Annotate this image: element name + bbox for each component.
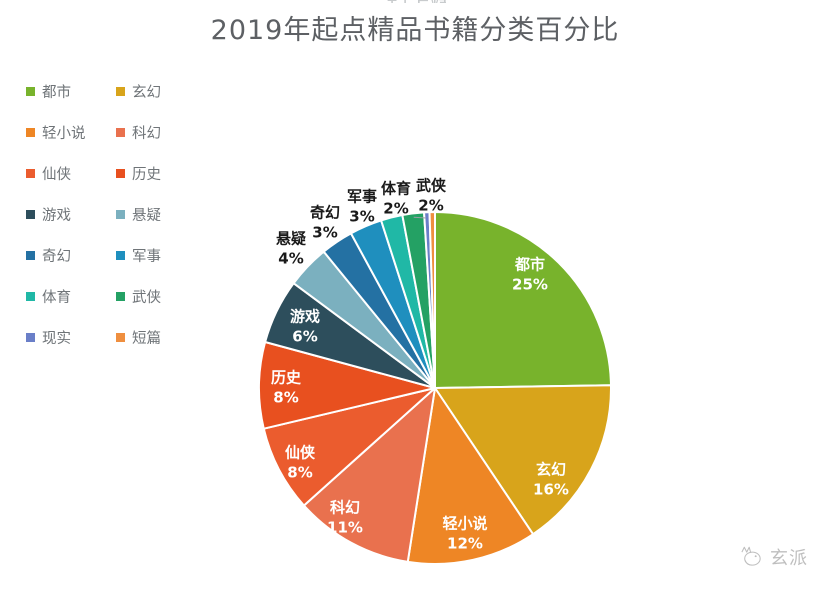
legend-item-label: 科幻: [132, 125, 161, 142]
legend-item-label: 游戏: [42, 207, 71, 224]
pie-slice[interactable]: [401, 211, 436, 389]
pie-slice-label: 都市: [514, 256, 545, 274]
pie-slice-value: 2%: [418, 197, 443, 215]
pie-slice-label: 游戏: [290, 308, 320, 326]
legend-color-swatch: [116, 168, 125, 178]
pie-labels-group: 都市 25% 玄幻 16% 轻小说 12% 科幻 11% 仙侠 8% 历史 8% 游戏 6% 悬疑 4% 奇幻 3…: [271, 177, 569, 553]
pie-leader-lines-group: [413, 216, 427, 219]
pie-slice[interactable]: [292, 250, 436, 389]
legend-item-label: 奇幻: [42, 248, 71, 265]
pie-slices-group: [258, 211, 612, 565]
legend-item-label: 军事: [132, 248, 161, 265]
legend-item-label: 轻小说: [42, 125, 86, 142]
legend-color-swatch: [116, 291, 125, 301]
pie-slice[interactable]: [406, 387, 535, 565]
legend-color-swatch: [26, 291, 35, 301]
watermark-text: 玄派: [770, 548, 808, 569]
pie-slice[interactable]: [428, 211, 436, 389]
pie-slice[interactable]: [264, 282, 436, 389]
pie-slice[interactable]: [380, 214, 436, 389]
pie-slice-value: 11%: [327, 519, 363, 537]
pie-slice-value: 4%: [278, 250, 303, 268]
legend-item[interactable]: 军事: [116, 244, 194, 266]
pie-slice-label: 悬疑: [276, 230, 306, 248]
legend-item-label: 武侠: [132, 289, 161, 306]
pie-slice-label: 军事: [347, 188, 377, 206]
chart-legend: 都市 玄幻轻小说 科幻仙侠 历史游戏 悬疑奇幻 军事体育 武侠现实 短篇: [26, 80, 196, 367]
legend-item[interactable]: 短篇: [116, 326, 194, 348]
legend-color-swatch: [26, 332, 35, 342]
pie-slice-value: 16%: [533, 481, 569, 499]
legend-item[interactable]: 游戏: [26, 203, 104, 225]
pie-slice-label: 科幻: [330, 499, 360, 517]
pie-slice[interactable]: [262, 387, 436, 507]
page-title: 2019年起点精品书籍分类百分比: [210, 15, 620, 46]
legend-color-swatch: [26, 250, 35, 260]
legend-item[interactable]: 科幻: [116, 121, 194, 143]
pie-slice-value: 3%: [349, 208, 374, 226]
title-ghost-clipped: 起点精品书: [386, 0, 446, 3]
pie-slice-value: 12%: [447, 535, 483, 553]
legend-item-label: 玄幻: [132, 84, 161, 101]
pie-slice[interactable]: [258, 341, 436, 430]
pie-slice-label: 轻小说: [442, 515, 487, 533]
label-leader-line: [413, 216, 427, 219]
legend-color-swatch: [116, 250, 125, 260]
pie-slice-value: 3%: [312, 224, 337, 242]
pie-slice-value: 25%: [512, 276, 548, 294]
pie-slice[interactable]: [302, 387, 436, 563]
legend-item-label: 短篇: [132, 330, 161, 347]
watermark: 玄派: [737, 544, 808, 570]
pie-slice-label: 体育: [381, 180, 411, 198]
legend-item[interactable]: 现实: [26, 326, 104, 348]
legend-item[interactable]: 玄幻: [116, 80, 194, 102]
legend-item-label: 悬疑: [132, 207, 161, 224]
legend-item-label: 仙侠: [42, 166, 71, 183]
legend-color-swatch: [26, 86, 35, 96]
pie-slice-value: 2%: [383, 200, 408, 218]
legend-color-swatch: [116, 332, 125, 342]
legend-item[interactable]: 都市: [26, 80, 104, 102]
pie-slice-value: 8%: [287, 464, 312, 482]
pie-slice[interactable]: [434, 384, 612, 536]
pie-slice-label: 仙侠: [285, 444, 316, 462]
pie-slice-label: 奇幻: [310, 204, 340, 222]
legend-color-swatch: [26, 168, 35, 178]
legend-color-swatch: [116, 127, 125, 137]
legend-item-label: 体育: [42, 289, 71, 306]
legend-color-swatch: [116, 86, 125, 96]
legend-item[interactable]: 体育: [26, 285, 104, 307]
pie-slice-label: 玄幻: [536, 461, 566, 479]
legend-item[interactable]: 武侠: [116, 285, 194, 307]
legend-color-swatch: [26, 209, 35, 219]
legend-color-swatch: [116, 209, 125, 219]
bird-logo-icon: [741, 546, 761, 566]
legend-item[interactable]: 奇幻: [26, 244, 104, 266]
pie-slice[interactable]: [434, 211, 612, 389]
legend-item[interactable]: 历史: [116, 162, 194, 184]
legend-item[interactable]: 悬疑: [116, 203, 194, 225]
legend-item-label: 都市: [42, 84, 71, 101]
pie-slice-label: 武侠: [416, 177, 447, 195]
pie-slice-value: 6%: [292, 328, 317, 346]
legend-item[interactable]: 仙侠: [26, 162, 104, 184]
pie-slice[interactable]: [349, 219, 436, 389]
legend-item-label: 现实: [42, 330, 71, 347]
pie-slice[interactable]: [423, 211, 436, 389]
legend-color-swatch: [26, 127, 35, 137]
legend-item-label: 历史: [132, 166, 161, 183]
pie-slice-value: 8%: [273, 389, 298, 407]
pie-slice-label: 历史: [271, 369, 302, 387]
pie-slice[interactable]: [322, 232, 436, 389]
legend-item[interactable]: 轻小说: [26, 121, 104, 143]
